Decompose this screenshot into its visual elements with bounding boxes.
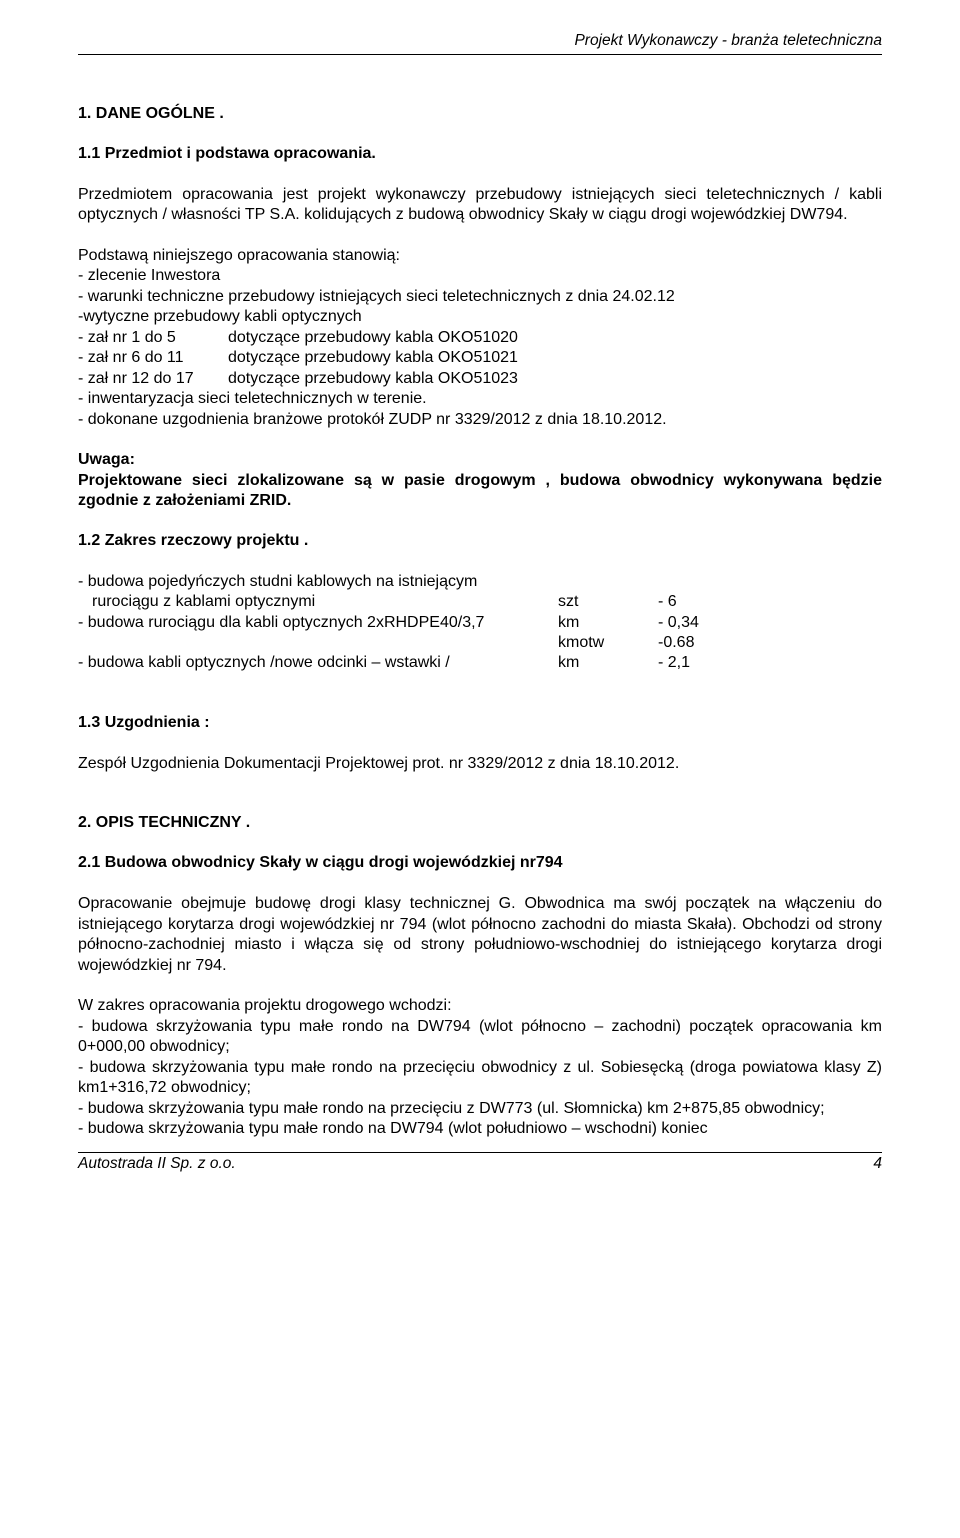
heading-1-3: 1.3 Uzgodnienia :	[78, 714, 882, 732]
list-item: - inwentaryzacja sieci teletechnicznych …	[78, 389, 882, 409]
list-item: - budowa skrzyżowania typu małe rondo na…	[78, 1017, 882, 1058]
list-item: - warunki techniczne przebudowy istnieją…	[78, 287, 882, 307]
col-unit: szt	[558, 592, 658, 612]
uwaga-label: Uwaga:	[78, 451, 135, 468]
list-item: - budowa skrzyżowania typu małe rondo na…	[78, 1099, 882, 1119]
col-desc	[78, 633, 558, 653]
table-row: - budowa kabli optycznych /nowe odcinki …	[78, 653, 882, 673]
uwaga-text: Projektowane sieci zlokalizowane są w pa…	[78, 472, 882, 509]
col-val	[658, 572, 882, 592]
heading-1: 1. DANE OGÓLNE .	[78, 105, 882, 123]
list-item: - budowa skrzyżowania typu małe rondo na…	[78, 1119, 882, 1139]
attach-range: - zał nr 6 do 11	[78, 348, 228, 368]
footer-page-number: 4	[873, 1155, 882, 1173]
attach-desc: dotyczące przebudowy kabla OKO51023	[228, 370, 518, 387]
col-unit	[558, 572, 658, 592]
list-item: - zlecenie Inwestora	[78, 266, 882, 286]
para-1-1-intro: Przedmiotem opracowania jest projekt wyk…	[78, 185, 882, 226]
col-unit: km	[558, 653, 658, 673]
col-val: -0.68	[658, 633, 882, 653]
list-zakres-intro: W zakres opracowania projektu drogowego …	[78, 996, 882, 1016]
list-podstawa: Podstawą niniejszego opracowania stanowi…	[78, 246, 882, 430]
heading-1-1: 1.1 Przedmiot i podstawa opracowania.	[78, 145, 882, 163]
attach-desc: dotyczące przebudowy kabla OKO51020	[228, 329, 518, 346]
list-item: - budowa skrzyżowania typu małe rondo na…	[78, 1058, 882, 1099]
zakres-table: - budowa pojedyńczych studni kablowych n…	[78, 572, 882, 674]
col-unit: kmotw	[558, 633, 658, 653]
col-val: - 2,1	[658, 653, 882, 673]
footer-left: Autostrada II Sp. z o.o.	[78, 1155, 236, 1173]
list-item: - zał nr 1 do 5dotyczące przebudowy kabl…	[78, 328, 882, 348]
list-zakres-drogowy: W zakres opracowania projektu drogowego …	[78, 996, 882, 1139]
col-desc: rurociągu z kablami optycznymi	[78, 592, 558, 612]
col-val: - 0,34	[658, 613, 882, 633]
heading-2-1: 2.1 Budowa obwodnicy Skały w ciągu drogi…	[78, 854, 882, 872]
page-footer: Autostrada II Sp. z o.o. 4	[78, 1152, 882, 1173]
table-row: - budowa pojedyńczych studni kablowych n…	[78, 572, 882, 592]
col-desc: - budowa rurociągu dla kabli optycznych …	[78, 613, 558, 633]
list-item: - dokonane uzgodnienia branżowe protokół…	[78, 410, 882, 430]
running-header: Projekt Wykonawczy - branża teletechnicz…	[78, 32, 882, 55]
attach-range: - zał nr 12 do 17	[78, 369, 228, 389]
table-row: rurociągu z kablami optycznymi szt - 6	[78, 592, 882, 612]
col-val: - 6	[658, 592, 882, 612]
col-desc: - budowa pojedyńczych studni kablowych n…	[78, 572, 558, 592]
list-item: - zał nr 6 do 11dotyczące przebudowy kab…	[78, 348, 882, 368]
para-2-1: Opracowanie obejmuje budowę drogi klasy …	[78, 894, 882, 976]
col-desc: - budowa kabli optycznych /nowe odcinki …	[78, 653, 558, 673]
para-1-3: Zespół Uzgodnienia Dokumentacji Projekto…	[78, 754, 882, 774]
col-unit: km	[558, 613, 658, 633]
list-item: -wytyczne przebudowy kabli optycznych	[78, 307, 882, 327]
attach-range: - zał nr 1 do 5	[78, 328, 228, 348]
uwaga-block: Uwaga: Projektowane sieci zlokalizowane …	[78, 450, 882, 511]
attach-desc: dotyczące przebudowy kabla OKO51021	[228, 349, 518, 366]
table-row: kmotw -0.68	[78, 633, 882, 653]
heading-2: 2. OPIS TECHNICZNY .	[78, 814, 882, 832]
heading-1-2: 1.2 Zakres rzeczowy projektu .	[78, 532, 882, 550]
table-row: - budowa rurociągu dla kabli optycznych …	[78, 613, 882, 633]
list-item: - zał nr 12 do 17dotyczące przebudowy ka…	[78, 369, 882, 389]
list-podstawa-intro: Podstawą niniejszego opracowania stanowi…	[78, 246, 882, 266]
